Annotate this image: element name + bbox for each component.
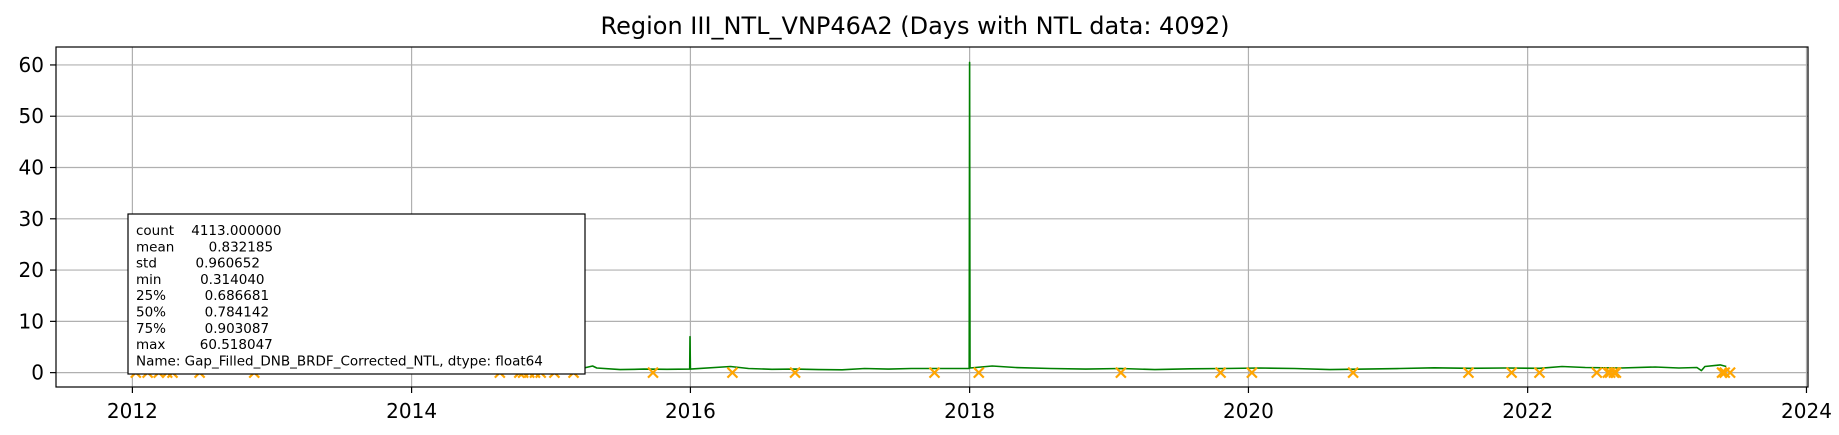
gap-marker — [726, 366, 739, 379]
gap-marker — [1608, 366, 1620, 379]
stats-line: 75% 0.903087 — [136, 321, 269, 337]
stats-line: Name: Gap_Filled_DNB_BRDF_Corrected_NTL,… — [136, 353, 543, 369]
x-axis: 2012 2014 2016 2018 2020 2022 2024 — [107, 387, 1832, 423]
gap-marker — [1214, 366, 1227, 379]
stats-line: min 0.314040 — [136, 272, 265, 288]
gap-marker — [1610, 366, 1622, 379]
stats-line: mean 0.832185 — [136, 239, 273, 255]
gap-marker — [789, 366, 801, 379]
x-tick-label: 2012 — [107, 399, 158, 423]
gap-marker — [647, 366, 659, 379]
stats-line: max 60.518047 — [136, 337, 273, 353]
gap-marker — [1533, 366, 1546, 379]
stats-line: 50% 0.784142 — [136, 305, 269, 321]
stats-line: 25% 0.686681 — [136, 288, 269, 304]
x-tick-label: 2018 — [944, 399, 995, 423]
plot-area-frame — [55, 46, 1809, 388]
gap-marker — [928, 366, 941, 379]
gap-marker — [1246, 366, 1258, 379]
chart-title: Region III_NTL_VNP46A2 (Days with NTL da… — [601, 12, 1230, 40]
gap-marker — [1505, 366, 1518, 379]
stats-line: std 0.960652 — [136, 256, 260, 272]
x-tick-label: 2022 — [1502, 399, 1553, 423]
gap-marker — [973, 366, 985, 379]
x-tick-label: 2014 — [386, 399, 437, 423]
x-tick-label: 2024 — [1781, 399, 1832, 423]
y-tick-label: 0 — [31, 361, 44, 385]
gap-marker — [1347, 366, 1359, 379]
y-tick-label: 60 — [19, 53, 44, 77]
y-tick-label: 50 — [19, 104, 44, 128]
y-tick-label: 10 — [19, 309, 44, 333]
y-tick-label: 30 — [19, 207, 44, 231]
x-tick-label: 2020 — [1223, 399, 1274, 423]
gap-marker — [1462, 366, 1475, 379]
stats-box-frame — [127, 213, 586, 375]
y-tick-label: 20 — [19, 258, 44, 282]
y-tick-label: 40 — [19, 156, 44, 180]
x-tick-label: 2016 — [665, 399, 716, 423]
gap-marker — [1591, 366, 1603, 379]
gap-marker — [1724, 366, 1736, 379]
y-axis: 0 10 20 30 40 50 60 — [19, 53, 56, 385]
stats-line: count 4113.000000 — [136, 223, 281, 239]
gap-marker — [1115, 366, 1127, 379]
